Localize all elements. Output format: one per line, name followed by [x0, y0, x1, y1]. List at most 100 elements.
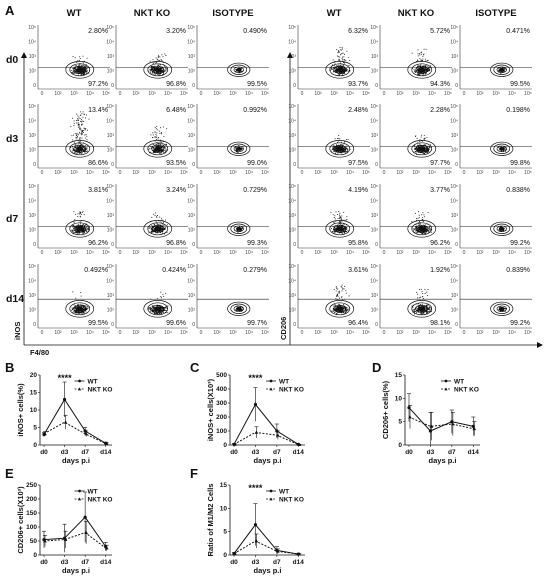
flow-y-tick: 10⁵	[187, 104, 195, 110]
density-contour	[490, 221, 514, 236]
panel-a-label: A	[5, 3, 15, 18]
flow-plot-right-1-2: 10⁵ 10⁴ 10³ 10² 00 10² 10³ 10⁴ 10⁵ 0.198% 99.8%	[450, 104, 532, 176]
chart-C: C 0 100 200 300 400 500 d0 d3 d7 d14 days p.i iNOS+ …	[190, 360, 305, 465]
series-line-NKT KO	[43, 532, 107, 549]
flow-plot-right-1-0: 10⁵ 10⁴ 10³ 10² 00 10² 10³ 10⁴ 10⁵ 2.48% 97.5%	[288, 104, 370, 176]
flow-y-tick: 10⁴	[370, 199, 378, 205]
flow-y-tick: 10⁴	[106, 119, 114, 125]
flow-x-tick: 10²	[314, 170, 322, 176]
flow-x-tick: 10²	[132, 330, 140, 336]
flow-x-tick: 10⁵	[362, 170, 370, 176]
flow-x-tick: 10⁴	[86, 250, 94, 256]
flow-y-tick: 10³	[289, 133, 297, 139]
legend-marker	[444, 387, 448, 391]
flow-x-tick: 10⁴	[245, 170, 253, 176]
series-line-NKT KO	[233, 431, 299, 446]
x-tick-label: d7	[273, 559, 281, 566]
flow-y-tick: 10⁴	[450, 199, 458, 205]
flow-y-tick: 10³	[289, 293, 297, 299]
gate-bottom-percent: 96.2%	[430, 240, 450, 247]
legend-marker	[269, 497, 273, 501]
flow-cytometry-grid: WT NKT KO ISOTYPE WT NKT KO ISOTYPE d0 d3 d7 d14 1…	[6, 8, 543, 357]
density-contour	[329, 222, 351, 236]
gate-bottom-percent: 99.5%	[88, 320, 108, 327]
flow-y-tick: 10²	[289, 148, 297, 154]
legend-NKT KO: NKT KO	[279, 496, 304, 503]
density-contour	[490, 62, 514, 77]
density-contour	[227, 141, 251, 156]
gate-bottom-percent: 99.6%	[166, 320, 186, 327]
flow-x-tick: 10²	[213, 250, 221, 256]
density-contour	[499, 68, 505, 72]
gate-top-percent: 0.492%	[84, 267, 108, 274]
gate-top-percent: 13.4%	[88, 107, 108, 114]
flow-y-tick: 0	[111, 162, 114, 168]
flow-y-tick: 10³	[107, 213, 115, 219]
point-NKT KO-d14	[104, 441, 109, 445]
flow-y-tick: 0	[192, 83, 195, 89]
gate-top-percent: 0.279%	[243, 267, 267, 274]
density-contour	[407, 300, 437, 318]
flow-x-tick: 10⁵	[444, 170, 452, 176]
x-tick-label: d7	[273, 449, 281, 456]
x-tick-label: d3	[427, 449, 435, 456]
flow-plot-right-2-2: 10⁵ 10⁴ 10³ 10² 00 10² 10³ 10⁴ 10⁵ 0.838% 99.2%	[450, 184, 532, 256]
flow-y-tick: 10⁴	[288, 40, 296, 46]
flow-y-tick: 10⁵	[106, 184, 114, 190]
x-axis-label: days p.i	[429, 456, 457, 465]
legend-WT: WT	[454, 378, 464, 385]
point-NKT KO-d7	[451, 422, 455, 426]
density-contour	[76, 67, 84, 72]
legend-marker	[78, 489, 81, 493]
flow-plot-right-2-0: 10⁵ 10⁴ 10³ 10² 00 10² 10³ 10⁴ 10⁵ 4.19% 95.8%	[288, 184, 370, 256]
flow-x-tick: 0	[383, 330, 386, 336]
flow-x-tick: 10²	[132, 170, 140, 176]
flow-x-tick: 10⁵	[362, 91, 370, 97]
gate-top-percent: 2.80%	[88, 28, 108, 35]
flow-x-tick: 10²	[314, 330, 322, 336]
flow-y-tick: 10⁵	[288, 25, 296, 31]
legend-marker	[269, 379, 273, 383]
density-contour	[73, 65, 87, 74]
left-y-arrow	[21, 52, 27, 58]
flow-x-tick: 10⁴	[86, 170, 94, 176]
density-contour	[151, 65, 165, 74]
flow-x-tick: 0	[301, 250, 304, 256]
line-charts: B 0 5 10 15 20 d0 d3 d7 d14 days p.i iNOS+ cells(%)…	[5, 360, 480, 575]
density-contour	[233, 145, 244, 153]
series-line-NKT KO	[408, 416, 474, 430]
y-tick-label: 5	[398, 419, 402, 426]
legend-NKT KO: NKT KO	[279, 386, 304, 393]
gate-top-percent: 0.992%	[243, 107, 267, 114]
flow-y-tick: 10³	[188, 213, 196, 219]
flow-x-tick: 10³	[70, 91, 78, 97]
y-tick-label: 500	[216, 372, 227, 379]
density-contour	[325, 300, 355, 318]
density-contour	[336, 146, 344, 151]
flow-y-tick: 10³	[371, 213, 379, 219]
flow-x-tick: 10³	[412, 330, 420, 336]
density-contour	[73, 304, 87, 313]
flow-x-tick: 0	[301, 91, 304, 97]
flow-plot-left-0-1: 10⁵ 10⁴ 10³ 10² 00 10² 10³ 10⁴ 10⁵ 3.20% 96.8%	[106, 25, 188, 97]
flow-x-tick: 10⁴	[245, 91, 253, 97]
y-tick-label: 100	[26, 524, 37, 531]
density-contour	[329, 142, 351, 156]
legend-WT: WT	[279, 488, 289, 495]
y-tick-label: 20	[30, 372, 38, 379]
density-contour	[333, 304, 347, 313]
density-contour	[236, 147, 242, 151]
gate-top-percent: 3.61%	[348, 267, 368, 274]
chart-panel-label: F	[190, 466, 198, 481]
flow-x-tick: 0	[119, 330, 122, 336]
density-contour	[499, 147, 505, 151]
flow-y-tick: 0	[455, 162, 458, 168]
row-label-d3: d3	[6, 133, 18, 145]
flow-y-tick: 10⁵	[450, 264, 458, 270]
density-contour	[411, 302, 433, 316]
density-contour	[325, 140, 355, 158]
gate-bottom-percent: 99.8%	[510, 160, 530, 167]
flow-x-tick: 10²	[396, 330, 404, 336]
x-arrow	[537, 342, 543, 348]
flow-y-tick: 10³	[371, 293, 379, 299]
